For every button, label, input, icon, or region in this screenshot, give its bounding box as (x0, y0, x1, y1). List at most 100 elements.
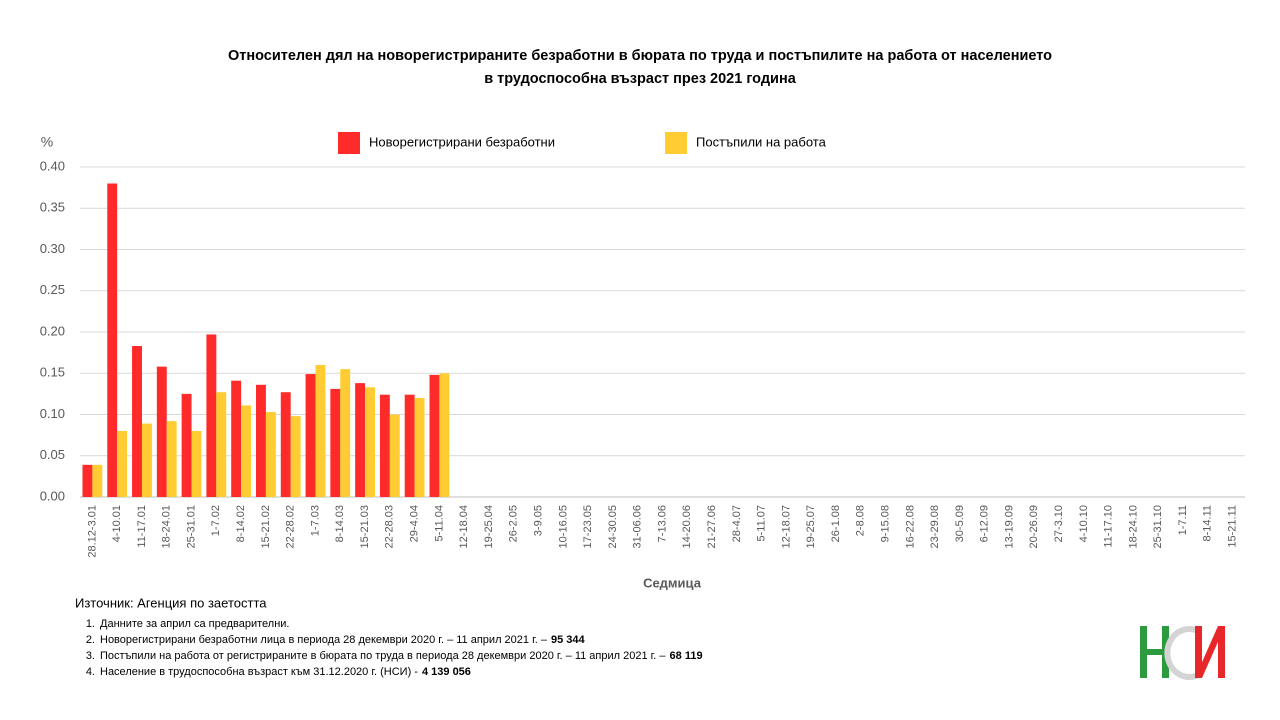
y-tick-label: 0.20 (40, 323, 65, 338)
bar (92, 464, 103, 497)
note: Население в трудоспособна възраст към 31… (100, 666, 471, 678)
x-tick-label: 9-15.08 (879, 505, 891, 542)
x-tick-label: 7-13.06 (656, 505, 668, 542)
x-tick-label: 28.12-3.01 (86, 505, 98, 558)
bar (206, 334, 217, 497)
x-tick-label: 14-20.06 (681, 505, 693, 548)
note: Данните за април са предварителни. (100, 618, 289, 630)
legend-label: Постъпили на работа (696, 134, 827, 149)
note-number: 4. (86, 666, 95, 678)
note-text: Новорегистрирани безработни лица в перио… (100, 634, 548, 646)
x-tick-label: 21-27.06 (706, 505, 718, 548)
bar (132, 346, 142, 497)
x-tick-label: 22-28.03 (384, 505, 396, 548)
x-tick-label: 12-18.07 (780, 505, 792, 548)
bar (439, 373, 450, 497)
bar (216, 392, 227, 497)
x-tick-label: 10-16.05 (557, 505, 569, 548)
bar (379, 394, 390, 497)
y-tick-label: 0.30 (40, 241, 65, 256)
x-tick-label: 24-30.05 (607, 505, 619, 548)
x-tick-label: 8-14.02 (235, 505, 247, 542)
bar (166, 421, 177, 497)
note-text: Постъпили на работа от регистрираните в … (100, 650, 666, 662)
note-value: 4 139 056 (422, 666, 471, 678)
x-tick-label: 8-14.11 (1202, 505, 1214, 542)
bar (315, 365, 326, 497)
x-tick-label: 1-7.03 (309, 505, 321, 536)
x-tick-label: 13-19.09 (1003, 505, 1015, 548)
legend-label: Новорегистрирани безработни (369, 134, 555, 149)
x-tick-label: 15-21.11 (1227, 505, 1239, 548)
x-tick-label: 30-5.09 (954, 505, 966, 542)
x-tick-label: 19-25.04 (483, 505, 495, 548)
x-tick-label: 3-9.05 (532, 505, 544, 536)
y-tick-label: 0.05 (40, 447, 65, 462)
note-value: 68 119 (670, 650, 703, 662)
x-tick-label: 31-06.06 (632, 505, 644, 548)
legend-swatch (665, 132, 687, 154)
bar (280, 392, 291, 497)
x-tick-label: 16-22.08 (904, 505, 916, 548)
bar (265, 412, 276, 497)
x-tick-label: 26-2.05 (508, 505, 520, 542)
x-tick-label: 15-21.02 (260, 505, 272, 548)
note-text: Данните за април са предварителни. (100, 618, 289, 630)
bar (107, 183, 118, 497)
x-tick-label: 20-26.09 (1028, 505, 1040, 548)
x-tick-label: 1-7.11 (1177, 505, 1189, 535)
x-tick-label: 27-3.10 (1053, 505, 1065, 542)
note-value: 95 344 (551, 634, 586, 646)
x-tick-label: 4-10.01 (111, 505, 123, 542)
x-tick-label: 18-24.01 (161, 505, 173, 548)
y-axis-label: % (41, 134, 53, 150)
bar (290, 416, 301, 497)
x-tick-label: 25-31.10 (1152, 505, 1164, 548)
bar (117, 431, 128, 497)
x-tick-label: 5-11.04 (433, 505, 445, 542)
y-tick-label: 0.00 (40, 488, 65, 503)
chart-title: в трудоспособна възраст през 2021 година (484, 71, 797, 87)
x-tick-label: 6-12.09 (979, 505, 991, 542)
x-axis-label: Седмица (643, 575, 702, 590)
x-tick-label: 22-28.02 (285, 505, 297, 548)
y-tick-label: 0.25 (40, 282, 65, 297)
bar (231, 380, 242, 497)
y-tick-label: 0.35 (40, 200, 65, 215)
x-tick-label: 1-7.02 (210, 505, 222, 536)
bar (181, 393, 192, 497)
x-tick-label: 11-17.10 (1103, 505, 1115, 548)
x-tick-label: 4-10.10 (1078, 505, 1090, 542)
bar (404, 394, 415, 497)
x-tick-label: 8-14.03 (334, 505, 346, 542)
x-tick-label: 5-11.07 (756, 505, 768, 542)
bar (340, 369, 351, 497)
x-tick-label: 18-24.10 (1127, 505, 1139, 548)
x-tick-label: 11-17.01 (136, 505, 148, 548)
note: Новорегистрирани безработни лица в перио… (100, 634, 585, 646)
bar (241, 405, 252, 497)
bar (82, 464, 93, 497)
bar (191, 431, 202, 497)
legend-swatch (338, 132, 360, 154)
x-tick-label: 2-8.08 (855, 505, 867, 536)
logo (1140, 626, 1225, 680)
bar (330, 388, 341, 497)
y-tick-label: 0.15 (40, 365, 65, 380)
note-number: 3. (86, 650, 95, 662)
x-tick-label: 25-31.01 (185, 505, 197, 548)
x-tick-label: 15-21.03 (359, 505, 371, 548)
bar (305, 374, 316, 497)
y-tick-label: 0.10 (40, 406, 65, 421)
bar (156, 366, 167, 497)
y-tick-label: 0.40 (40, 158, 65, 173)
bar (255, 384, 266, 497)
source: Източник: Агенция по заетостта (75, 595, 267, 610)
bar (141, 423, 152, 497)
x-tick-label: 28-4.07 (731, 505, 743, 542)
x-tick-label: 29-4.04 (409, 505, 421, 542)
chart-title: Относителен дял на новорегистрираните бе… (228, 48, 1052, 64)
note-number: 1. (86, 618, 95, 630)
bar (355, 383, 366, 497)
